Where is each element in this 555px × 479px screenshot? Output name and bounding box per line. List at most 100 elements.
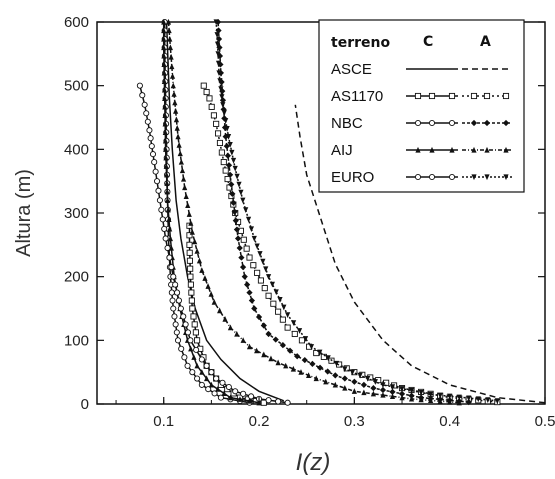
series-point	[149, 151, 157, 158]
legend-swatch-marker	[503, 146, 509, 153]
series-point	[248, 297, 255, 304]
series-point	[187, 337, 194, 344]
series-point	[294, 353, 301, 360]
series-point	[277, 296, 283, 303]
series-point	[333, 360, 340, 367]
series-point	[217, 394, 224, 401]
series-point	[180, 313, 187, 320]
series-point	[302, 336, 309, 342]
series-point	[223, 143, 230, 150]
series-point	[186, 232, 193, 239]
series-point	[168, 53, 174, 60]
series-point	[164, 244, 171, 252]
series-point	[279, 316, 286, 323]
series-point	[148, 143, 155, 150]
series-point	[342, 366, 348, 373]
series-point	[189, 369, 196, 376]
series-point	[379, 386, 387, 394]
series-point	[316, 364, 324, 371]
series-point	[243, 207, 249, 213]
series-point	[194, 375, 201, 382]
y-tick-label: 400	[64, 141, 89, 158]
series-point	[325, 355, 331, 361]
series-point	[428, 397, 434, 404]
series-point	[208, 369, 215, 376]
series-point	[437, 392, 443, 399]
series-point	[275, 398, 282, 405]
legend-swatch-marker	[428, 92, 436, 100]
series-point	[174, 337, 182, 344]
series-point	[206, 95, 213, 102]
series-point	[186, 241, 193, 248]
series-point	[236, 181, 242, 188]
series-line	[165, 21, 285, 402]
legend-entry-label: AIJ	[331, 142, 353, 159]
series-point	[161, 69, 167, 76]
series-point	[361, 389, 367, 396]
series-point	[232, 217, 239, 224]
series-point	[240, 337, 246, 343]
series-point	[215, 130, 222, 137]
series-point	[219, 94, 225, 100]
series-point	[349, 369, 356, 376]
series-point	[198, 381, 205, 388]
series-point	[146, 127, 153, 134]
series-point	[210, 112, 217, 119]
series-point	[254, 347, 260, 354]
series-point	[230, 157, 237, 164]
series-point	[372, 379, 378, 385]
series-point	[308, 344, 315, 350]
x-tick-label: 0.2	[249, 413, 270, 430]
series-point	[188, 297, 195, 304]
series-point	[215, 27, 222, 34]
series-point	[175, 133, 181, 140]
series-point	[203, 362, 210, 369]
legend-swatch-marker	[448, 92, 456, 100]
series-point	[179, 167, 186, 174]
series-point	[162, 129, 168, 135]
series-point	[182, 321, 189, 328]
series-point	[428, 391, 434, 398]
series-point	[208, 291, 214, 297]
series-aij-a	[165, 18, 462, 406]
series-point	[320, 353, 327, 360]
series-point	[218, 86, 224, 92]
series-point	[164, 180, 170, 186]
series-point	[254, 243, 260, 250]
series-point	[260, 322, 267, 329]
series-point	[332, 381, 338, 388]
series-point	[351, 378, 358, 385]
series-point	[169, 73, 176, 79]
y-tick-label: 0	[81, 396, 89, 413]
y-tick-label: 600	[64, 14, 89, 31]
legend-swatch-marker	[471, 146, 477, 153]
series-point	[167, 35, 173, 42]
series-point	[186, 257, 193, 264]
legend-swatch-marker	[428, 173, 436, 181]
series-point	[174, 125, 180, 131]
series-point	[257, 277, 264, 284]
legend-column-a: A	[480, 34, 491, 50]
series-point	[257, 251, 263, 257]
legend-swatch-marker	[484, 174, 490, 181]
series-point	[214, 32, 220, 38]
series-point	[248, 226, 255, 233]
series-point	[161, 27, 167, 34]
x-tick-label: 0.3	[344, 413, 365, 430]
series-point	[232, 165, 238, 172]
series-point	[144, 118, 151, 125]
series-point	[221, 110, 227, 116]
series-point	[224, 175, 231, 183]
legend-entry-label: EURO	[331, 169, 374, 186]
y-axis-label: Altura (m)	[13, 169, 35, 257]
legend-swatch-marker	[502, 92, 510, 100]
series-point	[191, 354, 197, 360]
series-point	[301, 356, 308, 364]
series-point	[211, 390, 218, 397]
series-point	[159, 216, 166, 223]
series-point	[227, 324, 234, 331]
series-point	[466, 395, 472, 402]
series-point	[186, 211, 192, 217]
series-point	[238, 189, 244, 196]
